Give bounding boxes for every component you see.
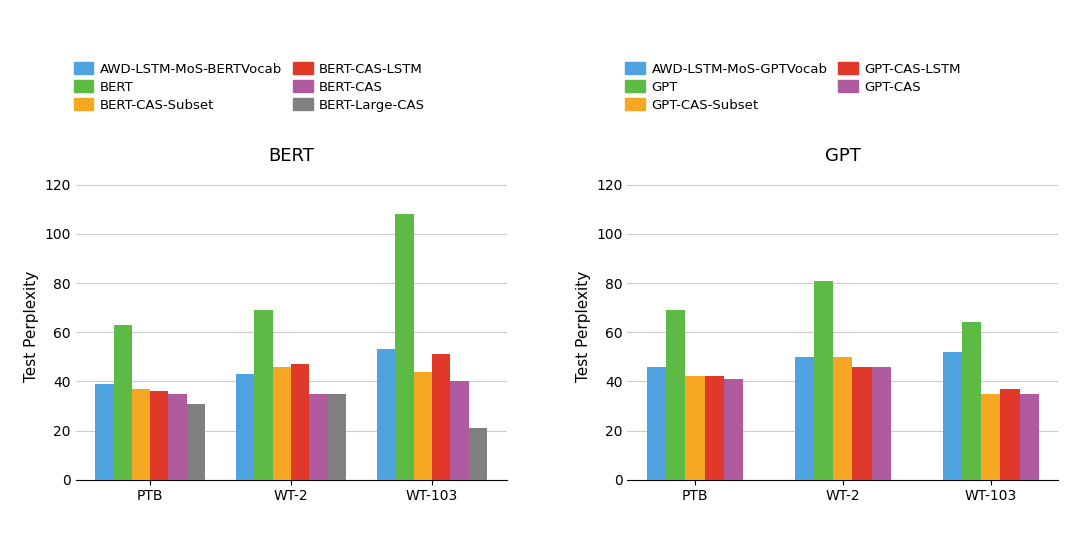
Bar: [1020, 393, 1039, 480]
Bar: [310, 393, 327, 480]
Bar: [469, 428, 487, 480]
Bar: [814, 281, 834, 480]
Bar: [666, 310, 686, 480]
Bar: [943, 352, 962, 480]
Bar: [255, 310, 273, 480]
Bar: [327, 393, 346, 480]
Bar: [834, 357, 852, 480]
Bar: [414, 371, 432, 480]
Bar: [113, 325, 132, 480]
Bar: [686, 376, 704, 480]
Bar: [95, 384, 113, 480]
Y-axis label: Test Perplexity: Test Perplexity: [576, 271, 591, 382]
Bar: [647, 367, 666, 480]
Bar: [432, 354, 450, 480]
Bar: [795, 357, 814, 480]
Bar: [450, 382, 469, 480]
Bar: [704, 376, 724, 480]
Bar: [273, 367, 292, 480]
Title: GPT: GPT: [825, 147, 861, 165]
Bar: [168, 393, 187, 480]
Bar: [872, 367, 891, 480]
Bar: [292, 364, 310, 480]
Y-axis label: Test Perplexity: Test Perplexity: [24, 271, 39, 382]
Bar: [187, 404, 205, 480]
Bar: [150, 391, 168, 480]
Bar: [395, 215, 414, 480]
Bar: [962, 322, 981, 480]
Legend: AWD-LSTM-MoS-GPTVocab, GPT, GPT-CAS-Subset, GPT-CAS-LSTM, GPT-CAS: AWD-LSTM-MoS-GPTVocab, GPT, GPT-CAS-Subs…: [625, 63, 961, 112]
Bar: [852, 367, 872, 480]
Bar: [132, 389, 150, 480]
Title: BERT: BERT: [268, 147, 314, 165]
Legend: AWD-LSTM-MoS-BERTVocab, BERT, BERT-CAS-Subset, BERT-CAS-LSTM, BERT-CAS, BERT-Lar: AWD-LSTM-MoS-BERTVocab, BERT, BERT-CAS-S…: [73, 63, 426, 112]
Bar: [1000, 389, 1020, 480]
Bar: [237, 374, 255, 480]
Bar: [981, 393, 1000, 480]
Bar: [724, 379, 743, 480]
Bar: [377, 349, 395, 480]
